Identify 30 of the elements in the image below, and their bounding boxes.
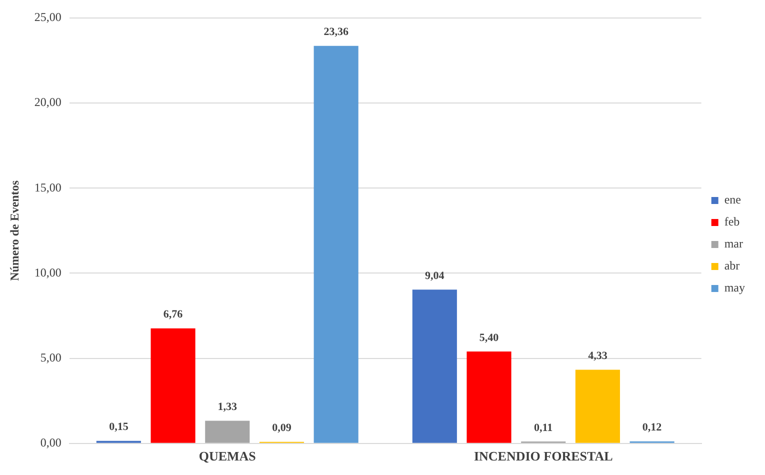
y-tick-label: 20,00 xyxy=(34,95,62,110)
data-label: 0,12 xyxy=(642,422,662,434)
data-label: 1,33 xyxy=(218,401,238,414)
data-label: 6,76 xyxy=(163,308,184,321)
bar xyxy=(150,328,196,443)
legend-label: mar xyxy=(724,236,743,251)
bar xyxy=(314,46,358,443)
bar xyxy=(575,370,620,443)
data-label: 23,36 xyxy=(324,26,349,38)
data-label: 0,11 xyxy=(534,422,553,434)
legend-label: feb xyxy=(724,214,740,229)
data-label: 0,09 xyxy=(272,422,292,434)
data-label: 4,33 xyxy=(588,350,608,362)
x-tick-label: INCENDIO FORESTAL xyxy=(474,448,614,464)
legend-label: ene xyxy=(724,192,741,207)
data-label: 0,15 xyxy=(109,421,129,434)
y-tick-label: 15,00 xyxy=(34,180,62,194)
bar xyxy=(205,420,250,443)
legend-label: abr xyxy=(724,258,740,273)
legend-label: may xyxy=(724,280,746,295)
y-tick-label: 10,00 xyxy=(34,265,62,280)
y-tick-label: 5,00 xyxy=(40,350,62,364)
x-tick-label: QUEMAS xyxy=(198,448,256,464)
data-label: 9,04 xyxy=(425,270,445,282)
y-tick-label: 25,00 xyxy=(34,10,62,24)
data-label: 5,40 xyxy=(479,332,500,344)
y-axis-title: Número de Eventos xyxy=(7,180,22,281)
y-tick-label: 0,00 xyxy=(40,436,62,450)
bar xyxy=(466,352,512,443)
bar xyxy=(412,290,457,443)
